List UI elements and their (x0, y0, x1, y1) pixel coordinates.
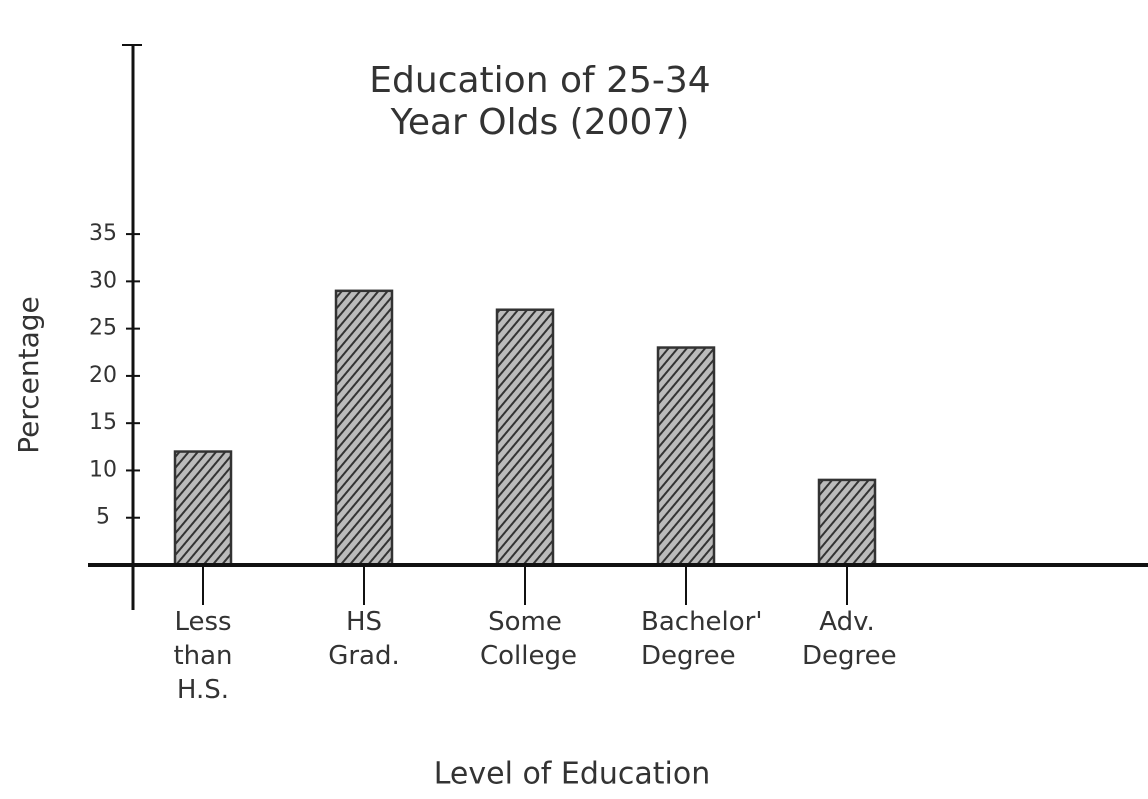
chart-title: Education of 25-34 Year Olds (2007) (369, 60, 711, 143)
y-tick-label: 30 (89, 268, 117, 293)
x-tick-label: Adv. Degree (802, 607, 897, 671)
x-tick-box: Some College (480, 607, 578, 671)
y-axis-label: Percentage (12, 296, 45, 454)
x-tick-box: Less than H.S. (173, 607, 233, 705)
title-box: Education of 25-34 Year Olds (2007) (369, 60, 711, 143)
bar (495, 308, 555, 567)
y-tick-label: 25 (89, 316, 117, 341)
y-tick-label: 5 (96, 505, 110, 530)
bar (173, 450, 233, 567)
x-tick-label: Less than H.S. (173, 607, 233, 705)
x-tick-box: Bachelor's Degree (641, 607, 761, 671)
y-tick-label: 15 (89, 410, 117, 435)
x-tick-label: HS Grad. (328, 607, 400, 671)
bar (817, 478, 877, 567)
x-tick-label: Some College (480, 607, 578, 671)
x-tick-box: HS Grad. (328, 607, 400, 671)
y-tick-label: 10 (89, 457, 117, 482)
x-tick-box: Adv. Degree (802, 607, 897, 671)
x-axis-label: Level of Education (434, 757, 711, 792)
y-tick-label: 20 (89, 363, 117, 388)
x-tick-label: Bachelor's Degree (641, 607, 761, 671)
bar (656, 346, 716, 567)
bar (334, 289, 394, 567)
y-tick-label: 35 (89, 221, 117, 246)
